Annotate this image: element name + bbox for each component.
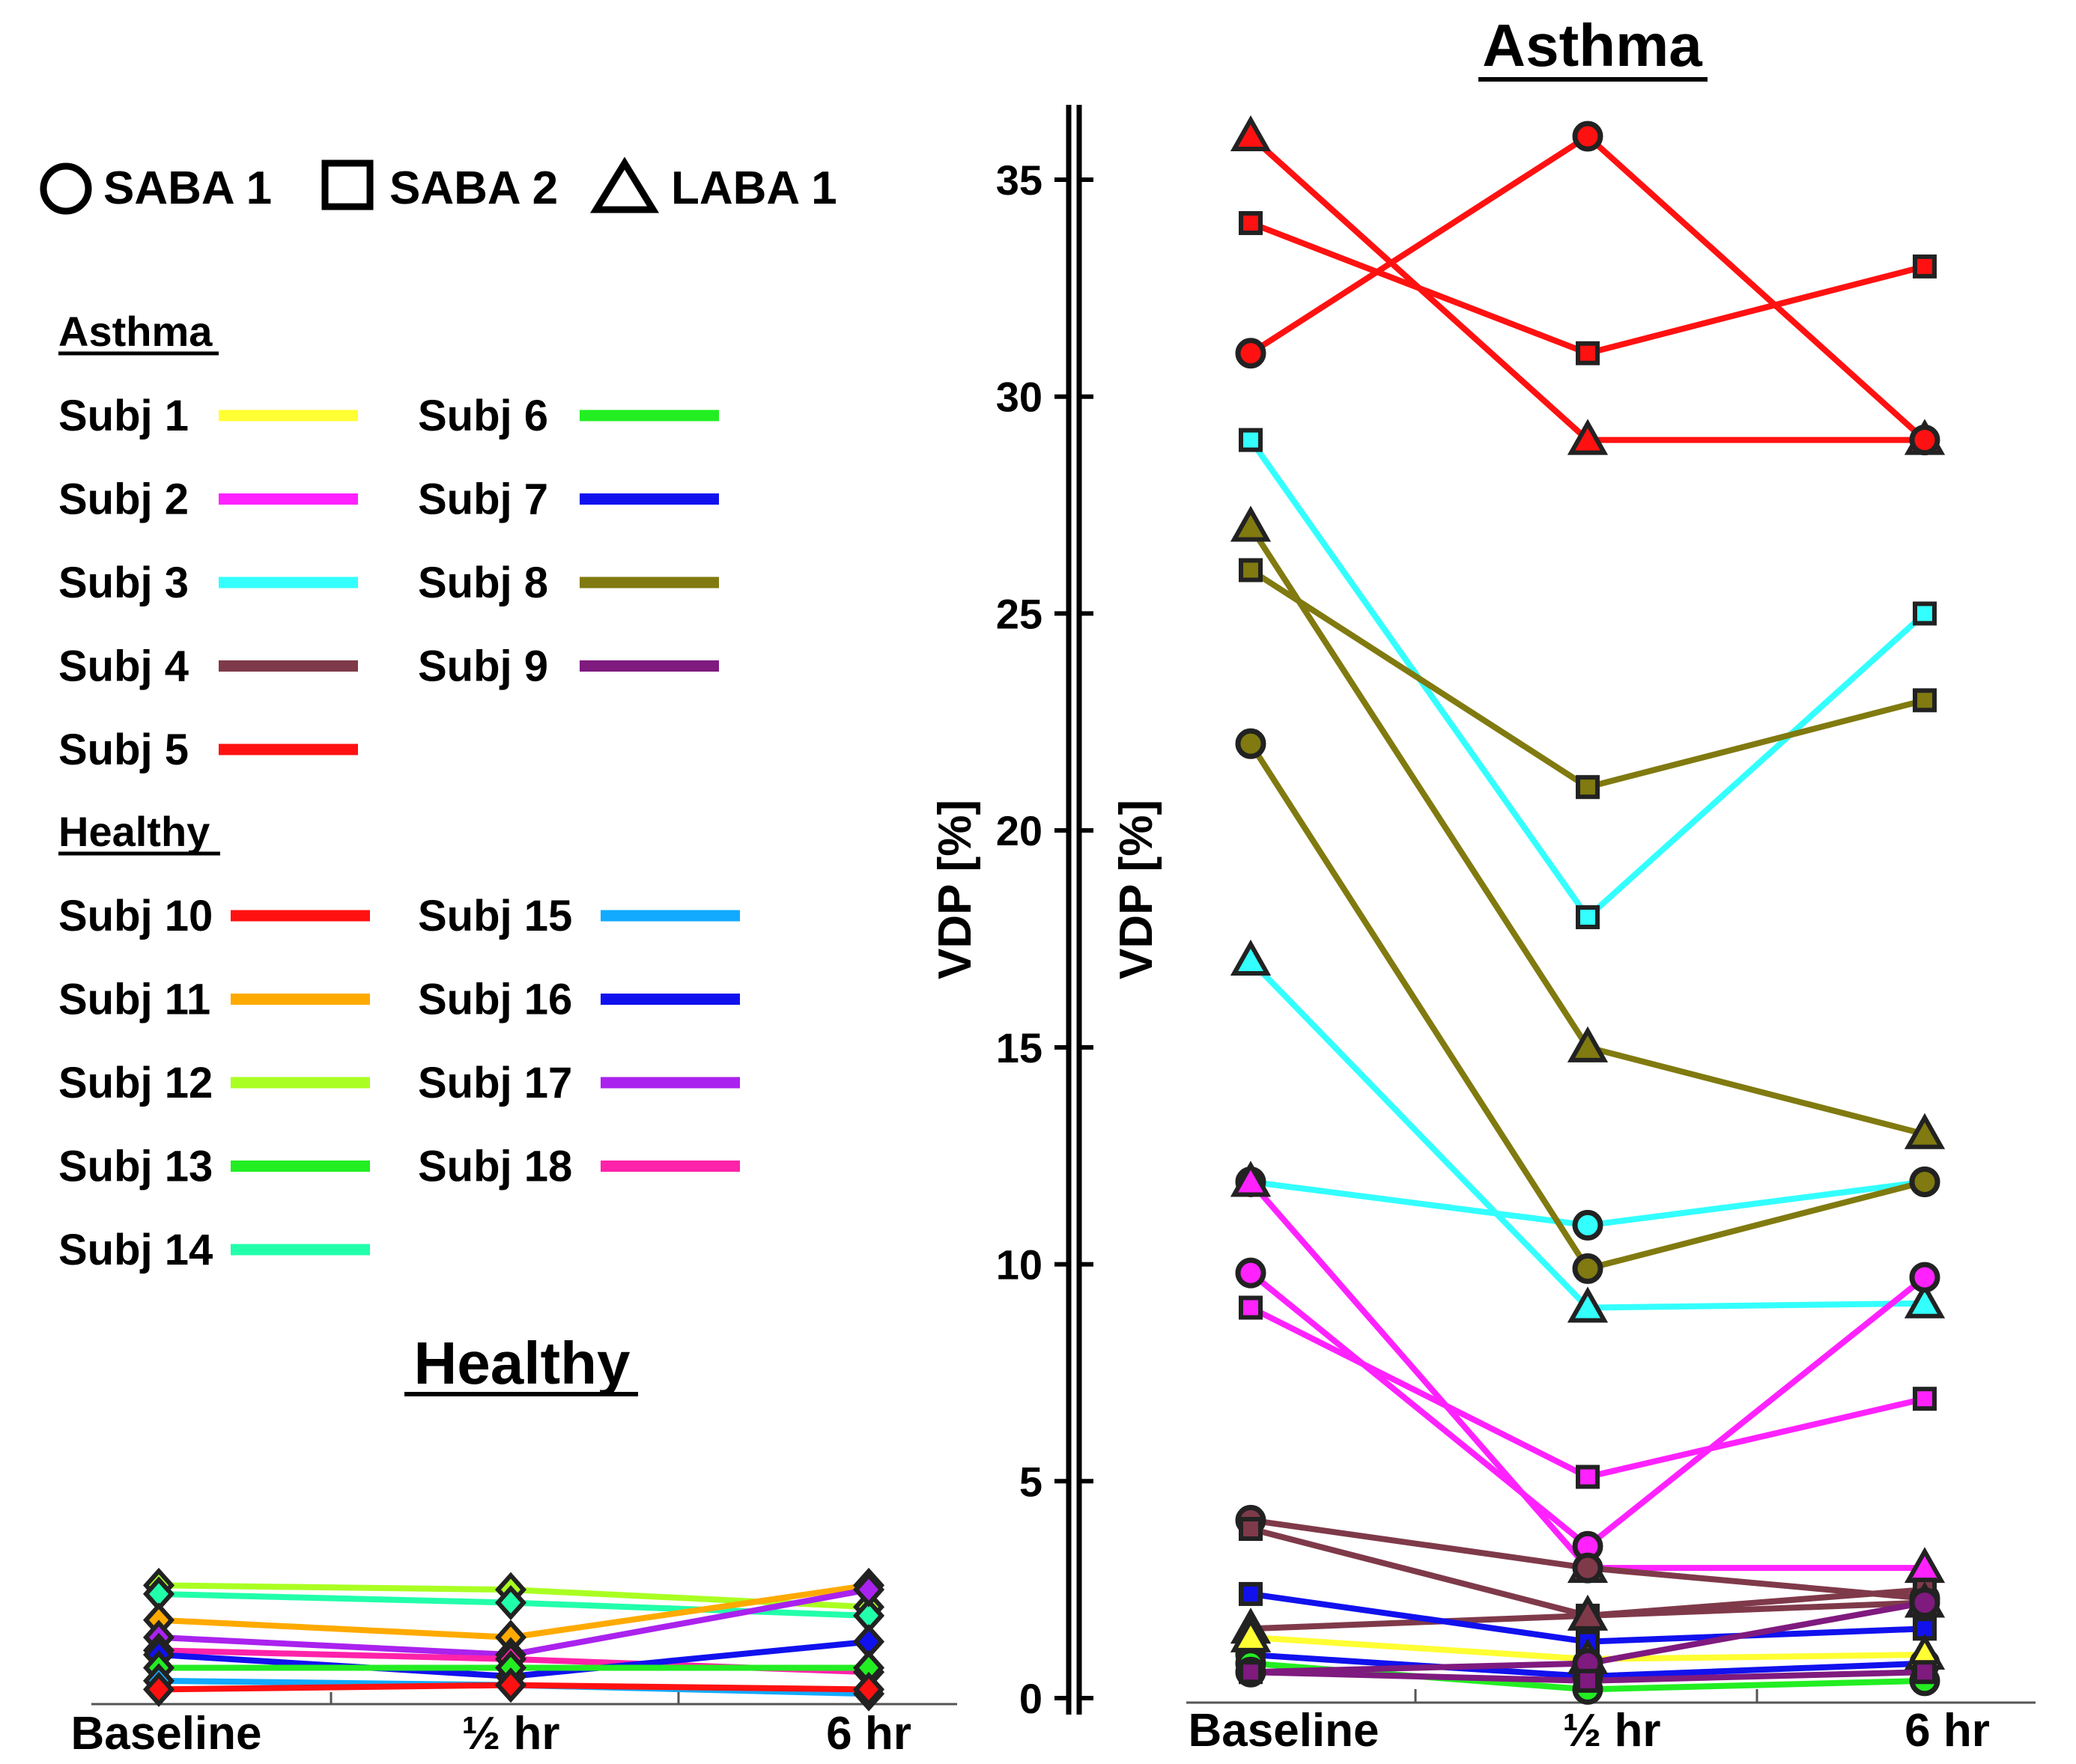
y-axis: 0 5 10 15 20 25 30 35 VDP [%] VDP [%] bbox=[929, 105, 1162, 1722]
legend-asthma-heading: Asthma bbox=[58, 308, 213, 355]
data-point-diamond bbox=[494, 1585, 527, 1621]
legend-healthy-heading: Healthy bbox=[58, 808, 210, 855]
data-point-square bbox=[1239, 1581, 1263, 1606]
data-point-circle bbox=[1235, 728, 1266, 759]
data-point-circle bbox=[1909, 1587, 1940, 1619]
data-point-triangle bbox=[1230, 505, 1272, 542]
healthy-x-label-6-hr: 6 hr bbox=[826, 1708, 911, 1760]
data-point-square bbox=[1239, 558, 1263, 583]
data-point-square bbox=[1576, 905, 1600, 930]
legend-subject-label: Subj 10 bbox=[58, 892, 213, 940]
data-point-square bbox=[1913, 601, 1937, 626]
legend-subject-label: Subj 7 bbox=[418, 475, 548, 524]
asthma-series-line bbox=[1248, 742, 1925, 1272]
y-axis-label-left: VDP [%] bbox=[929, 800, 981, 979]
y-tick-label: 5 bbox=[1019, 1458, 1042, 1505]
data-point-diamond bbox=[852, 1572, 885, 1608]
asthma-series-line bbox=[1249, 1304, 1925, 1480]
legend-subject-label: Subj 18 bbox=[418, 1143, 572, 1191]
data-point-square bbox=[1576, 775, 1600, 800]
legend-subject-label: Subj 12 bbox=[58, 1059, 213, 1107]
healthy-x-label-half-hr: ½ hr bbox=[462, 1708, 560, 1760]
healthy-chart: Healthy Baseline ½ hr 6 hr bbox=[70, 1330, 957, 1760]
saba1-circle-icon bbox=[40, 162, 92, 215]
y-tick-label: 35 bbox=[996, 156, 1042, 204]
y-tick-label: 10 bbox=[996, 1241, 1042, 1289]
data-point-circle bbox=[1572, 1253, 1603, 1284]
data-point-square bbox=[1913, 1387, 1937, 1411]
legend-subject-label: Subj 2 bbox=[58, 475, 189, 524]
healthy-x-label-baseline: Baseline bbox=[70, 1708, 261, 1760]
legend-subject-label: Subj 16 bbox=[418, 976, 572, 1024]
y-tick-label: 25 bbox=[996, 590, 1042, 637]
legend-subject-label: Subj 17 bbox=[418, 1059, 572, 1107]
legend-subject-label: Subj 6 bbox=[418, 392, 548, 440]
healthy-chart-title: Healthy bbox=[414, 1330, 631, 1396]
data-point-square bbox=[1239, 1660, 1263, 1685]
legend-subject-label: Subj 1 bbox=[58, 392, 189, 440]
saba2-square-icon bbox=[321, 159, 374, 210]
y-tick-label: 20 bbox=[996, 807, 1042, 854]
data-point-square bbox=[1576, 341, 1600, 365]
data-point-diamond bbox=[494, 1667, 527, 1703]
data-point-circle bbox=[1572, 121, 1603, 152]
data-point-triangle bbox=[1230, 1161, 1272, 1197]
data-point-circle bbox=[1909, 1166, 1940, 1197]
saba1-label: SABA 1 bbox=[103, 162, 272, 214]
data-point-square bbox=[1239, 1517, 1263, 1542]
legend-subject-label: Subj 8 bbox=[418, 559, 548, 607]
legend-subject-label: Subj 15 bbox=[418, 892, 572, 940]
asthma-x-label-6-hr: 6 hr bbox=[1904, 1705, 1990, 1757]
legend-subject-label: Subj 9 bbox=[418, 642, 548, 691]
data-point-triangle bbox=[1567, 419, 1609, 455]
data-point-square bbox=[1576, 1465, 1600, 1489]
data-point-circle bbox=[1572, 1552, 1603, 1584]
legend-subject-label: Subj 14 bbox=[58, 1226, 213, 1274]
data-point-circle bbox=[1572, 1209, 1603, 1241]
data-point-circle bbox=[1235, 338, 1266, 369]
legend-subject-label: Subj 11 bbox=[58, 976, 210, 1024]
y-tick-label: 0 bbox=[1019, 1675, 1042, 1722]
legend-subject-label: Subj 3 bbox=[58, 559, 189, 607]
y-tick-label: 15 bbox=[996, 1024, 1042, 1071]
data-point-triangle bbox=[1567, 1026, 1609, 1062]
y-axis-label-right: VDP [%] bbox=[1111, 800, 1162, 979]
data-point-square bbox=[1913, 1660, 1937, 1685]
asthma-x-label-baseline: Baseline bbox=[1188, 1705, 1379, 1757]
data-point-triangle bbox=[1567, 1286, 1609, 1323]
data-point-square bbox=[1913, 688, 1937, 713]
asthma-chart-title: Asthma bbox=[1482, 12, 1702, 79]
legend-subject-label: Subj 4 bbox=[58, 642, 189, 691]
data-point-circle bbox=[1235, 1257, 1266, 1289]
marker-legend: SABA 1 SABA 2 LABA 1 bbox=[40, 156, 837, 215]
data-point-square bbox=[1239, 428, 1263, 452]
data-point-square bbox=[1576, 1668, 1600, 1693]
data-point-triangle bbox=[1567, 1594, 1609, 1631]
data-point-diamond bbox=[142, 1671, 175, 1707]
data-point-diamond bbox=[852, 1671, 885, 1707]
data-point-square bbox=[1913, 254, 1937, 279]
data-point-square bbox=[1239, 1295, 1263, 1320]
asthma-x-label-half-hr: ½ hr bbox=[1563, 1705, 1661, 1757]
y-tick-label: 30 bbox=[996, 374, 1042, 421]
data-point-triangle bbox=[1904, 1113, 1946, 1149]
data-point-triangle bbox=[1230, 115, 1272, 152]
data-point-circle bbox=[1909, 1262, 1940, 1293]
data-point-triangle bbox=[1904, 1282, 1946, 1319]
legend-subject-label: Subj 13 bbox=[58, 1143, 213, 1191]
legend-subject-label: Subj 5 bbox=[58, 726, 189, 774]
data-point-circle bbox=[1909, 425, 1940, 456]
laba1-label: LABA 1 bbox=[671, 162, 837, 214]
saba2-label: SABA 2 bbox=[389, 162, 558, 214]
asthma-chart: Asthma Baseline ½ hr 6 hr bbox=[1186, 12, 2036, 1757]
subject-legend: Asthma Subj 1 Subj 2 Subj 3 Subj 4 Subj 5 Sub… bbox=[58, 308, 740, 1274]
laba1-triangle-icon bbox=[589, 156, 660, 213]
asthma-series-line bbox=[1248, 133, 1927, 442]
data-point-triangle bbox=[1230, 939, 1272, 976]
data-point-square bbox=[1239, 210, 1263, 235]
